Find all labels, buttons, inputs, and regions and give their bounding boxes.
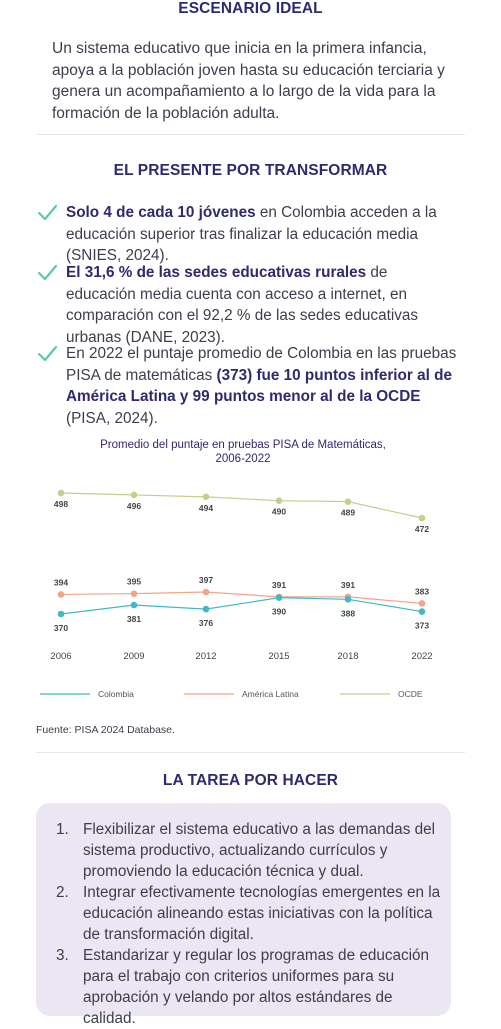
tasks-box: 1. Flexibilizar el sistema educativo a la… [36, 803, 451, 1027]
america-latina-data-label: 391 [272, 580, 286, 590]
america-latina-point [57, 591, 65, 598]
check-icon [37, 264, 58, 281]
ocde-data-label: 472 [415, 524, 429, 534]
legend-label-ocde: OCDE [398, 689, 423, 699]
ocde-point [418, 514, 426, 522]
america-latina-data-label: 395 [127, 577, 141, 587]
bullet-highlight: Solo 4 de cada 10 jóvenes [66, 204, 256, 221]
task-number: 1. [56, 821, 69, 838]
bullet-text: en Colombia acceden a la educación super… [66, 204, 437, 264]
ocde-data-label: 494 [199, 503, 213, 513]
x-tick-label: 2006 [50, 651, 71, 662]
x-tick-label: 2022 [411, 651, 432, 662]
task-text: Estandarizar y regular los programas de … [83, 947, 430, 1027]
tasks-list: 1. Flexibilizar el sistema educativo a la… [56, 819, 441, 1029]
ocde-data-label: 490 [272, 507, 286, 517]
colombia-point [344, 596, 352, 603]
bullet-text: de educación media cuenta con acceso a i… [66, 264, 419, 346]
legend-label-colombia: Colombia [98, 689, 134, 699]
colombia-point [130, 601, 138, 609]
check-icon [37, 345, 58, 362]
colombia-data-label: 373 [415, 621, 429, 631]
america-latina-data-label: 397 [199, 575, 213, 585]
task-number: 3. [56, 947, 69, 964]
colombia-data-label: 376 [199, 618, 213, 628]
colombia-point [275, 594, 283, 602]
colombia-point [418, 608, 426, 615]
section-title-presente: EL PRESENTE POR TRANSFORMAR [113, 162, 388, 179]
task-text: Flexibilizar el sistema educativo a las … [83, 821, 436, 880]
ocde-point [57, 489, 65, 497]
bullet-text: En 2022 el puntaje promedio de Colombia … [66, 345, 457, 384]
bullet-highlight: El 31,6 % de las sedes educativas rurale… [66, 264, 367, 281]
colombia-point [202, 605, 210, 613]
ocde-point [202, 493, 210, 501]
legend-label-america-latina: América Latina [242, 689, 299, 699]
america-latina-point [202, 588, 210, 596]
task-item: 3. Estandarizar y regular los programas d… [56, 945, 441, 1029]
colombia-data-label: 390 [272, 607, 286, 617]
ocde-point [275, 497, 283, 504]
ocde-point [344, 498, 352, 505]
ocde-data-label: 496 [127, 501, 141, 511]
bullet-item: El 31,6 % de las sedes educativas rurale… [36, 262, 461, 348]
colombia-line [60, 597, 423, 615]
ocde-line [60, 492, 423, 519]
america-latina-data-label: 394 [54, 577, 68, 587]
bullet-item: En 2022 el puntaje promedio de Colombia … [36, 343, 461, 429]
x-tick-label: 2012 [195, 651, 216, 662]
colombia-point [57, 610, 65, 618]
task-text: Integrar efectivamente tecnologías emerg… [83, 884, 441, 943]
source-note: Fuente: PISA 2024 Database. [36, 724, 175, 736]
x-tick-label: 2009 [123, 651, 144, 662]
america-latina-data-label: 383 [415, 586, 429, 596]
section-title-escenario-ideal: ESCENARIO IDEAL [178, 0, 323, 17]
escenario-text: Un sistema educativo que inicia en la pr… [52, 40, 445, 122]
america-latina-point [418, 600, 426, 607]
check-icon [37, 204, 58, 221]
ocde-point [130, 491, 138, 499]
ocde-data-label: 489 [341, 508, 355, 518]
task-number: 2. [56, 884, 69, 901]
bullet-highlight: (373) fue 10 puntos inferior al de Améri… [66, 366, 452, 406]
pisa-line-chart: Promedio del puntaje en pruebas PISA de … [40, 439, 433, 699]
chart-title-line-1: Promedio del puntaje en pruebas PISA de … [100, 439, 386, 451]
x-tick-label: 2018 [337, 651, 358, 662]
ocde-data-label: 498 [54, 499, 68, 509]
colombia-data-label: 370 [54, 623, 68, 633]
divider [36, 134, 465, 135]
chart-title-line-2: 2006-2022 [216, 453, 271, 465]
america-latina-point [130, 590, 138, 597]
america-latina-data-label: 391 [341, 580, 355, 590]
x-tick-label: 2015 [268, 651, 289, 662]
america-latina-line [60, 591, 423, 605]
colombia-data-label: 388 [341, 608, 355, 618]
bullet-text: (PISA, 2024). [66, 409, 158, 427]
section-title-tarea: LA TAREA POR HACER [162, 772, 339, 789]
task-item: 2. Integrar efectivamente tecnologías eme… [56, 882, 441, 945]
divider [36, 752, 465, 753]
colombia-data-label: 381 [127, 614, 141, 624]
bullet-item: Solo 4 de cada 10 jóvenes en Colombia ac… [36, 202, 461, 267]
task-item: 1. Flexibilizar el sistema educativo a la… [56, 819, 441, 882]
